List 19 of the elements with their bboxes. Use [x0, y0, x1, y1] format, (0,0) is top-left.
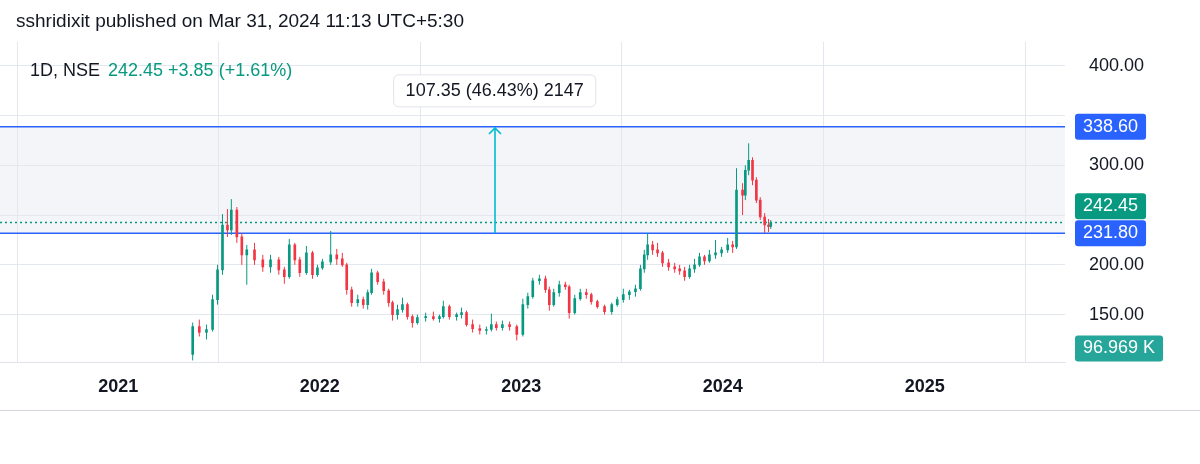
x-tick-label: 2022: [299, 376, 340, 397]
ref-line-label: 338.60: [1083, 115, 1139, 136]
text: sshridixit published on Mar 31, 2024 11:13 UTC+5:30: [16, 10, 464, 32]
x-tick-label: 2023: [501, 376, 542, 397]
x-tick-label: 2025: [904, 376, 945, 397]
ref-line-label: 242.45: [1083, 195, 1139, 216]
text: 1D, NSE: [30, 60, 101, 80]
ref-line-label: 231.80: [1083, 222, 1139, 243]
y-tick-label: 200.00: [1089, 253, 1145, 274]
y-tick-label: 300.00: [1089, 154, 1145, 175]
y-tick-label: 150.00: [1089, 303, 1145, 324]
text: 96.969 K: [1083, 337, 1156, 358]
x-tick-label: 2024: [702, 376, 743, 397]
text: 242.45 +3.85 (+1.61%): [108, 60, 293, 80]
y-tick-label: 400.00: [1089, 54, 1145, 75]
candlestick: [424, 312, 427, 323]
candlestick: [485, 326, 488, 336]
annotation: 107.35 (46.43%) 2147: [405, 79, 584, 100]
x-tick-label: 2021: [98, 376, 139, 397]
